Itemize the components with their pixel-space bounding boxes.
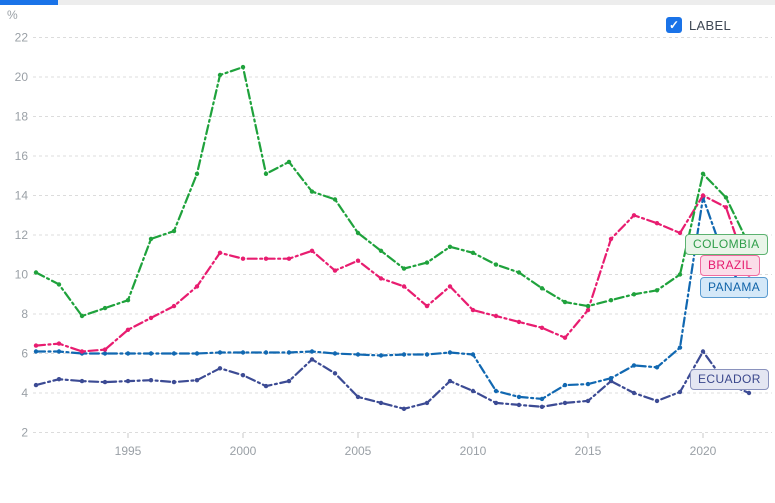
svg-text:18: 18: [15, 110, 29, 124]
svg-text:14: 14: [15, 189, 29, 203]
label-checkbox[interactable]: ✓: [666, 17, 682, 33]
svg-text:2010: 2010: [460, 444, 487, 458]
label-toggle-text: LABEL: [689, 17, 731, 33]
svg-text:2000: 2000: [230, 444, 257, 458]
progress-bar: [0, 0, 775, 5]
series-label-ecuador: ECUADOR: [690, 369, 769, 390]
y-axis-unit-label: %: [7, 8, 18, 22]
svg-text:2: 2: [21, 426, 28, 440]
series-label-panama: PANAMA: [700, 277, 769, 298]
svg-text:2005: 2005: [345, 444, 372, 458]
label-toggle[interactable]: ✓ LABEL: [664, 15, 733, 35]
svg-text:6: 6: [21, 347, 28, 361]
progress-bar-fill: [0, 0, 58, 5]
svg-text:16: 16: [15, 149, 29, 163]
series-label-colombia: COLOMBIA: [685, 234, 768, 255]
svg-text:10: 10: [15, 268, 29, 282]
svg-text:22: 22: [15, 31, 29, 45]
svg-text:4: 4: [21, 386, 28, 400]
svg-text:8: 8: [21, 307, 28, 321]
svg-text:2015: 2015: [575, 444, 602, 458]
svg-text:2020: 2020: [690, 444, 717, 458]
svg-text:12: 12: [15, 228, 29, 242]
series-label-brazil: BRAZIL: [700, 255, 761, 276]
svg-text:1995: 1995: [115, 444, 142, 458]
svg-text:20: 20: [15, 70, 29, 84]
